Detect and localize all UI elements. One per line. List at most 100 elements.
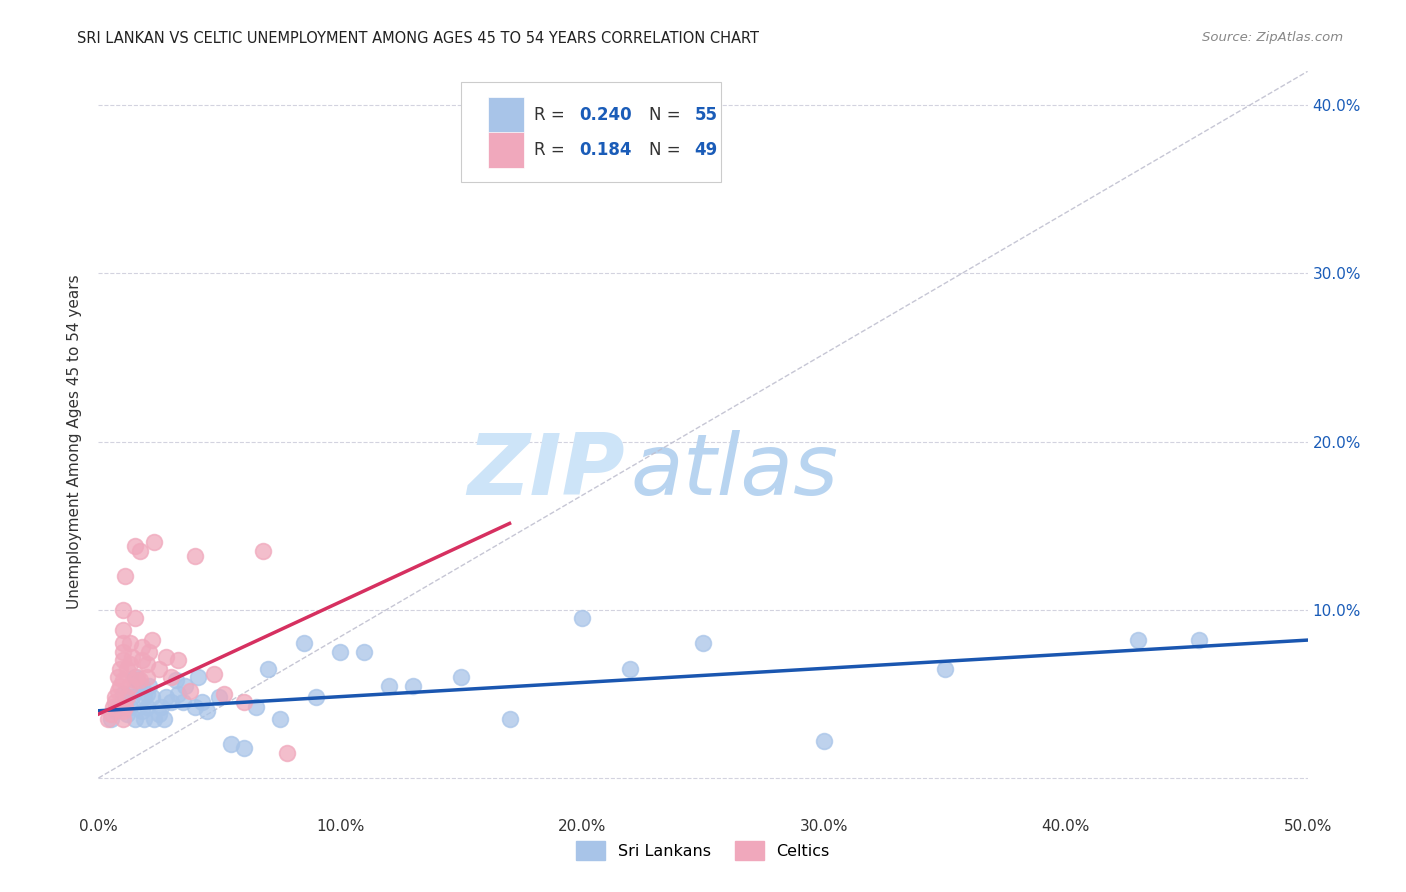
Point [128, 673, 150, 688]
Point [160, 695, 183, 709]
Point [402, 679, 425, 693]
Point [131, 640, 153, 654]
Point [150, 700, 173, 714]
Text: 55: 55 [695, 106, 717, 124]
Point [117, 690, 139, 705]
Point [571, 611, 593, 625]
Point [111, 653, 134, 667]
Point [692, 636, 714, 650]
Point [127, 670, 149, 684]
Text: ZIP: ZIP [467, 430, 624, 513]
Point [111, 673, 134, 688]
Point [232, 740, 254, 755]
Point [124, 539, 146, 553]
Point [107, 670, 129, 684]
Point [353, 645, 375, 659]
Point [121, 690, 143, 705]
Point [276, 746, 298, 760]
Point [305, 690, 328, 705]
Point [184, 549, 207, 563]
Point [232, 695, 254, 709]
Text: 49: 49 [695, 141, 718, 159]
Point [1188, 633, 1211, 648]
Point [104, 704, 127, 718]
Point [124, 683, 146, 698]
Point [117, 707, 139, 722]
Text: SRI LANKAN VS CELTIC UNEMPLOYMENT AMONG AGES 45 TO 54 YEARS CORRELATION CHART: SRI LANKAN VS CELTIC UNEMPLOYMENT AMONG … [77, 31, 759, 46]
Point [143, 535, 166, 549]
Point [135, 670, 157, 684]
Point [97, 712, 120, 726]
Point [155, 649, 177, 664]
Point [256, 662, 278, 676]
Point [148, 662, 170, 676]
Point [134, 712, 156, 726]
Point [114, 700, 136, 714]
Point [131, 704, 153, 718]
Y-axis label: Unemployment Among Ages 45 to 54 years: Unemployment Among Ages 45 to 54 years [67, 274, 83, 609]
Point [155, 690, 177, 705]
Point [179, 683, 201, 698]
Text: 0.240: 0.240 [579, 106, 633, 124]
Point [208, 690, 231, 705]
Point [1128, 633, 1150, 648]
Point [292, 636, 315, 650]
Point [135, 687, 157, 701]
Point [104, 695, 127, 709]
Point [329, 645, 352, 659]
Point [191, 695, 214, 709]
Point [377, 679, 399, 693]
Point [111, 623, 134, 637]
Point [221, 738, 243, 752]
Point [100, 707, 122, 722]
Point [131, 679, 153, 693]
Point [245, 700, 267, 714]
Point [269, 712, 291, 726]
Point [143, 712, 166, 726]
Text: atlas: atlas [630, 430, 838, 513]
Point [111, 645, 134, 659]
Point [117, 662, 139, 676]
Point [172, 695, 194, 709]
Point [131, 653, 153, 667]
Point [204, 666, 226, 681]
Point [187, 670, 209, 684]
Point [184, 700, 207, 714]
Point [111, 704, 134, 718]
Point [124, 673, 146, 688]
Point [101, 700, 124, 714]
Point [165, 673, 187, 688]
Point [138, 679, 160, 693]
Point [135, 657, 157, 671]
Point [124, 670, 146, 684]
Point [160, 670, 183, 684]
Text: N =: N = [648, 106, 686, 124]
Point [118, 700, 141, 714]
Point [128, 544, 150, 558]
Point [111, 603, 134, 617]
Point [174, 679, 197, 693]
Text: R =: R = [534, 106, 569, 124]
Text: Source: ZipAtlas.com: Source: ZipAtlas.com [1202, 31, 1343, 45]
Text: 0.184: 0.184 [579, 141, 633, 159]
Point [619, 662, 641, 676]
Point [141, 633, 163, 648]
Point [141, 690, 163, 705]
Point [127, 673, 149, 688]
Point [111, 695, 134, 709]
FancyBboxPatch shape [488, 132, 524, 168]
Text: R =: R = [534, 141, 575, 159]
Legend: Sri Lankans, Celtics: Sri Lankans, Celtics [569, 834, 837, 867]
Point [107, 700, 129, 714]
Point [212, 687, 235, 701]
Point [195, 704, 218, 718]
Point [167, 687, 190, 701]
FancyBboxPatch shape [461, 82, 721, 183]
Point [118, 636, 141, 650]
Point [124, 712, 146, 726]
Point [108, 679, 131, 693]
Point [114, 569, 136, 583]
Point [108, 662, 131, 676]
Point [152, 712, 174, 726]
Point [100, 712, 122, 726]
